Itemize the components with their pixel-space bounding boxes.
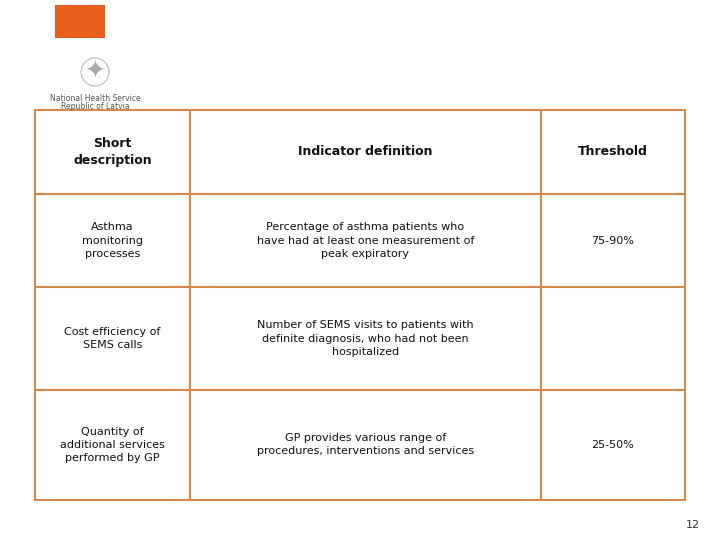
Bar bbox=[55, 5, 105, 38]
Text: Quantity of
additional services
performed by GP: Quantity of additional services performe… bbox=[60, 427, 165, 463]
Text: Percentage of asthma patients who
have had at least one measurement of
peak expi: Percentage of asthma patients who have h… bbox=[256, 222, 474, 259]
Bar bbox=[189, 287, 541, 390]
Bar bbox=[35, 287, 189, 390]
Text: Cost efficiency of
SEMS calls: Cost efficiency of SEMS calls bbox=[64, 327, 161, 350]
Text: 75-90%: 75-90% bbox=[591, 235, 634, 246]
Bar bbox=[35, 390, 189, 500]
Text: 25-50%: 25-50% bbox=[591, 440, 634, 450]
Bar bbox=[541, 110, 685, 194]
Text: 12: 12 bbox=[686, 520, 700, 530]
Bar bbox=[541, 390, 685, 500]
Text: Threshold: Threshold bbox=[578, 145, 648, 158]
Bar bbox=[189, 194, 541, 287]
Text: Short
description: Short description bbox=[73, 137, 152, 167]
Bar bbox=[35, 110, 189, 194]
Bar bbox=[35, 194, 189, 287]
Bar bbox=[541, 287, 685, 390]
Text: Republic of Latvia: Republic of Latvia bbox=[60, 102, 130, 111]
Text: Asthma
monitoring
processes: Asthma monitoring processes bbox=[82, 222, 143, 259]
Text: National Health Service: National Health Service bbox=[50, 94, 140, 103]
Bar bbox=[189, 390, 541, 500]
Text: Number of SEMS visits to patients with
definite diagnosis, who had not been
hosp: Number of SEMS visits to patients with d… bbox=[257, 320, 474, 357]
Bar bbox=[541, 194, 685, 287]
Text: Indicator definition: Indicator definition bbox=[298, 145, 433, 158]
Text: GP provides various range of
procedures, interventions and services: GP provides various range of procedures,… bbox=[256, 433, 474, 456]
Bar bbox=[189, 110, 541, 194]
Text: ✦: ✦ bbox=[84, 60, 106, 84]
